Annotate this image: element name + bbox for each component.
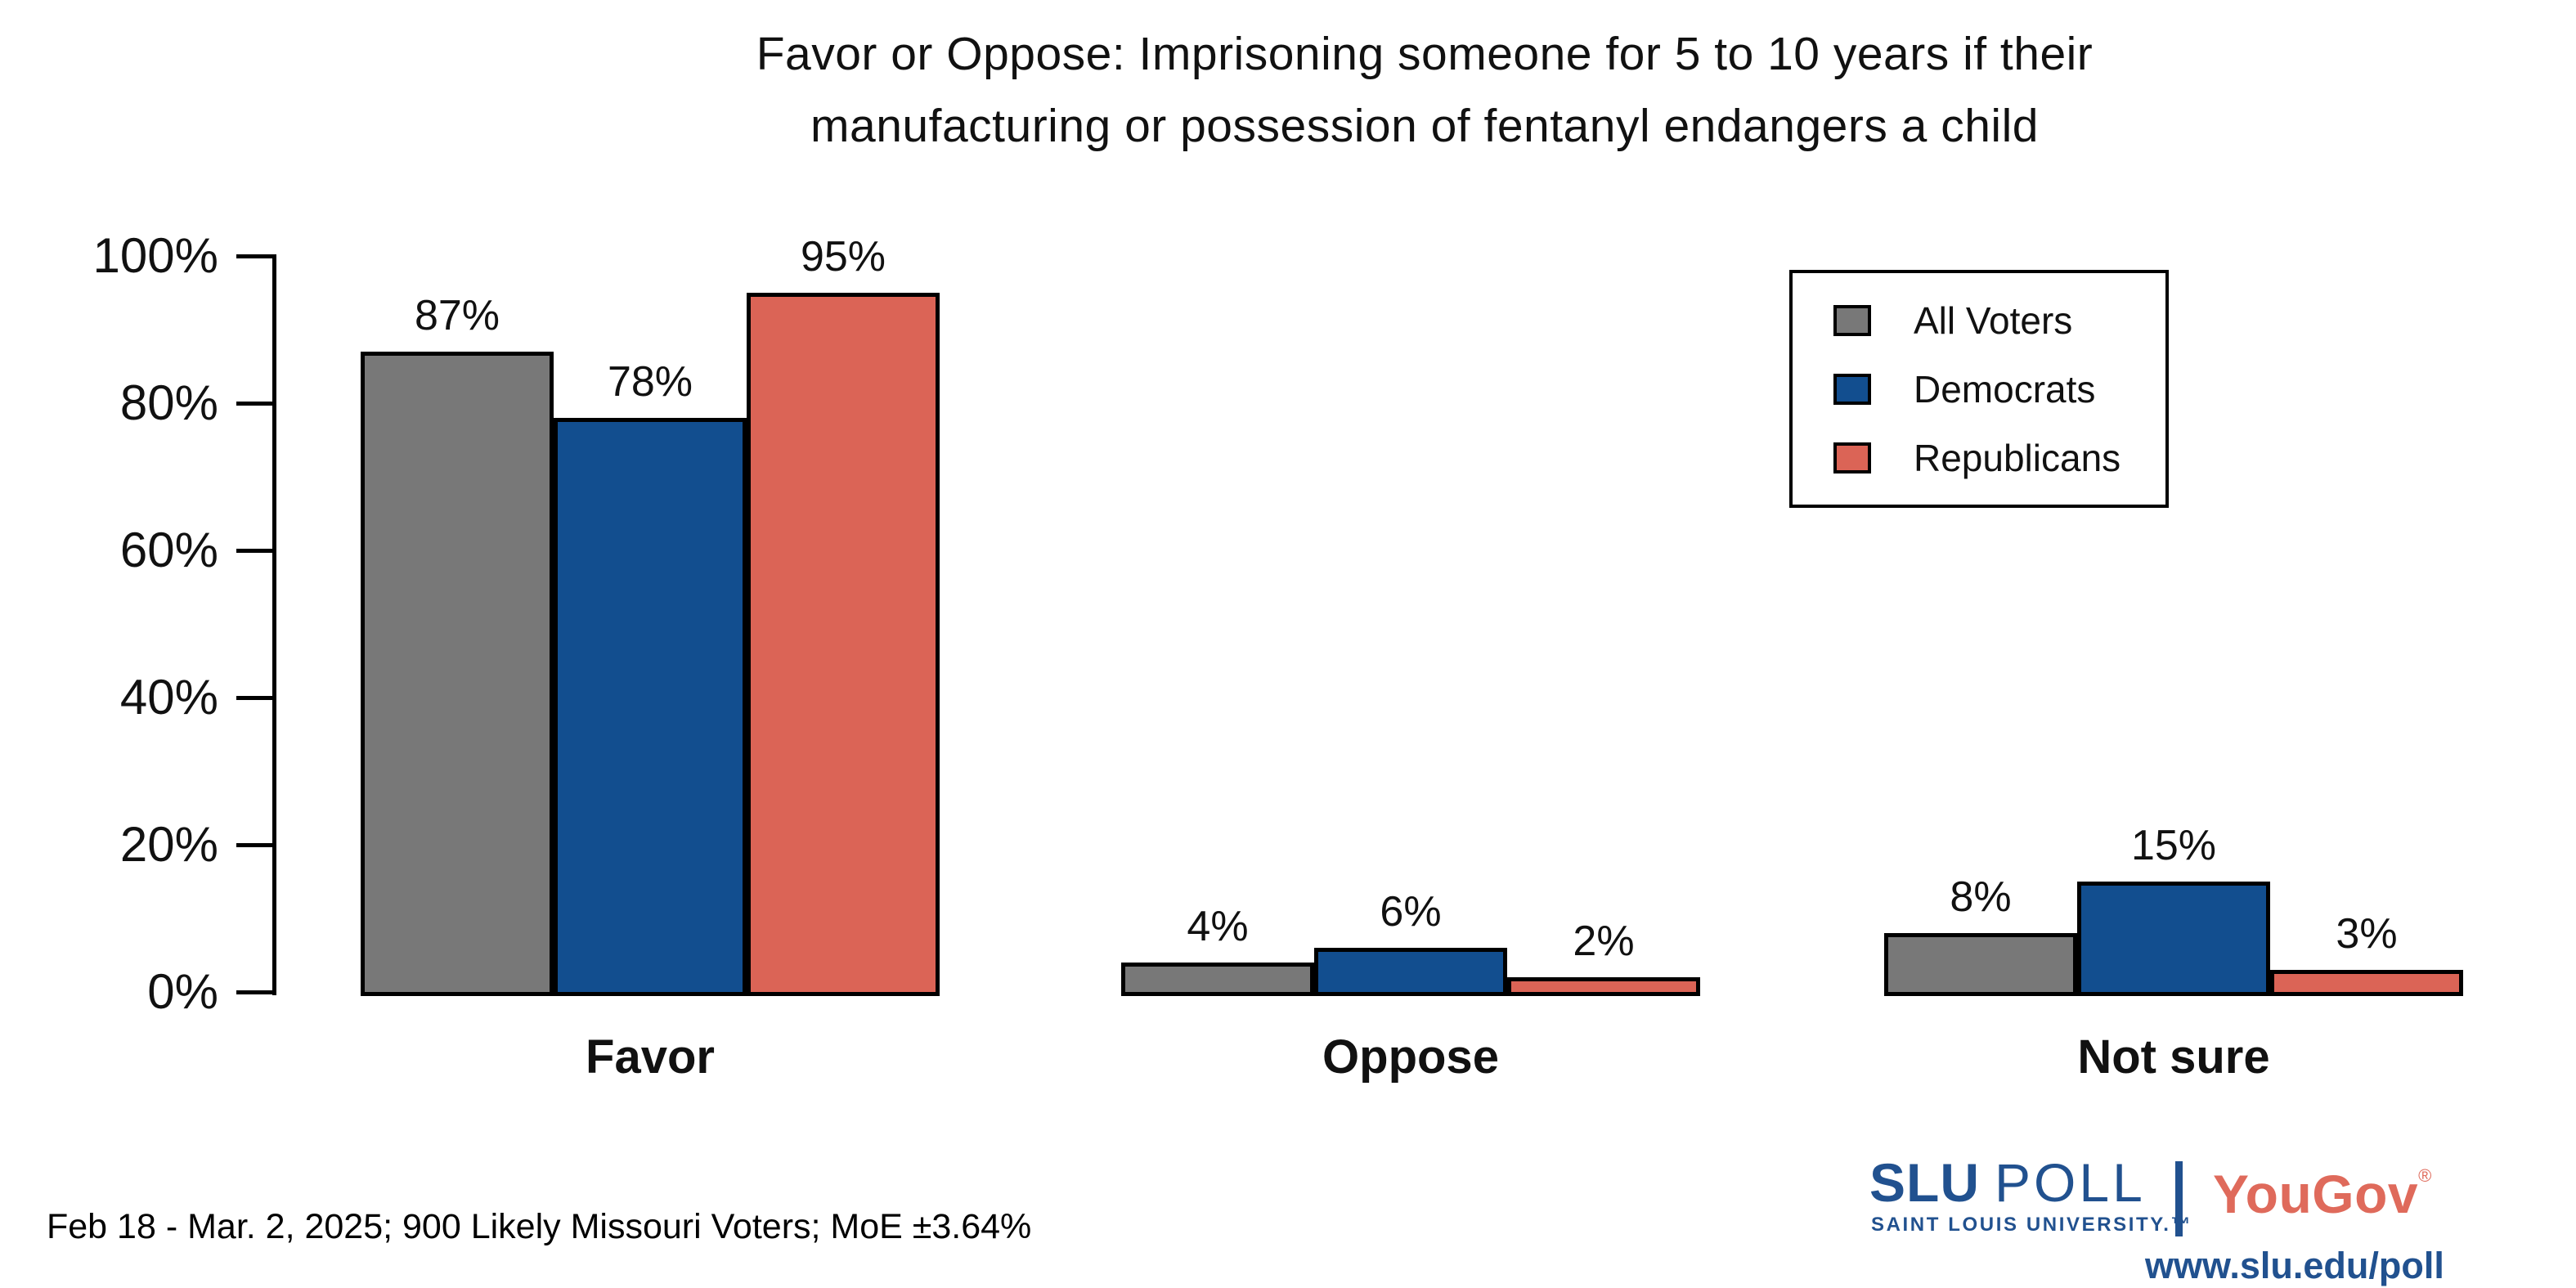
bar-not-sure-all-voters xyxy=(1884,933,2077,996)
y-tick-40 xyxy=(236,696,274,700)
chart-title-line1: Favor or Oppose: Imprisoning someone for… xyxy=(756,28,2094,80)
logo-divider-bar xyxy=(2175,1161,2183,1236)
value-label-oppose-republicans: 2% xyxy=(1573,918,1635,965)
y-tick-label-20: 20% xyxy=(119,817,218,872)
category-label-not-sure: Not sure xyxy=(2077,1030,2270,1084)
y-tick-label-0: 0% xyxy=(147,964,218,1019)
value-label-oppose-all-voters: 4% xyxy=(1187,903,1249,950)
bar-not-sure-republicans xyxy=(2270,970,2463,996)
legend-swatch-republicans xyxy=(1833,442,1871,473)
value-label-favor-republicans: 95% xyxy=(800,233,886,280)
survey-footnote: Feb 18 - Mar. 2, 2025; 900 Likely Missou… xyxy=(47,1207,1032,1246)
legend-label-democrats: Democrats xyxy=(1914,367,2096,411)
category-label-oppose: Oppose xyxy=(1322,1030,1499,1084)
value-label-favor-democrats: 78% xyxy=(607,358,693,406)
chart-title: Favor or Oppose: Imprisoning someone for… xyxy=(274,18,2575,162)
y-tick-60 xyxy=(236,549,274,553)
legend-label-republicans: Republicans xyxy=(1914,436,2121,479)
bar-oppose-democrats xyxy=(1314,948,1507,996)
legend: All Voters Democrats Republicans xyxy=(1789,270,2169,508)
value-label-not-sure-republicans: 3% xyxy=(2336,910,2398,958)
y-tick-20 xyxy=(236,843,274,847)
value-label-not-sure-all-voters: 8% xyxy=(1950,873,2012,921)
value-label-not-sure-democrats: 15% xyxy=(2130,822,2217,869)
legend-row-democrats: Democrats xyxy=(1833,367,2165,411)
registered-mark: ® xyxy=(2418,1165,2432,1186)
bar-favor-all-voters xyxy=(361,352,554,996)
slu-poll-url: www.slu.edu/poll xyxy=(2145,1245,2444,1286)
yougov-logo-text: YouGov xyxy=(2213,1164,2419,1224)
bar-not-sure-democrats xyxy=(2077,882,2270,996)
legend-row-republicans: Republicans xyxy=(1833,436,2165,480)
bar-oppose-all-voters xyxy=(1121,963,1314,996)
yougov-logo: YouGov® xyxy=(2213,1163,2432,1225)
bar-oppose-republicans xyxy=(1507,977,1700,996)
value-label-oppose-democrats: 6% xyxy=(1380,888,1442,936)
y-tick-label-40: 40% xyxy=(119,670,218,725)
y-tick-100 xyxy=(236,254,274,258)
y-tick-label-80: 80% xyxy=(119,375,218,430)
value-label-favor-all-voters: 87% xyxy=(414,292,500,339)
y-tick-label-60: 60% xyxy=(119,523,218,577)
bar-favor-democrats xyxy=(554,418,747,996)
legend-label-all-voters: All Voters xyxy=(1914,298,2073,342)
bar-favor-republicans xyxy=(747,293,940,996)
slu-poll-logo: SLU POLL xyxy=(1869,1151,2146,1214)
legend-row-all-voters: All Voters xyxy=(1833,298,2165,343)
chart-title-line2: manufacturing or possession of fentanyl … xyxy=(810,100,2039,152)
poll-logo-text: POLL xyxy=(1995,1152,2146,1213)
slu-logo-text: SLU xyxy=(1869,1152,1980,1213)
legend-swatch-democrats xyxy=(1833,373,1871,405)
y-tick-label-100: 100% xyxy=(92,228,218,283)
y-tick-0 xyxy=(236,990,274,994)
legend-swatch-all-voters xyxy=(1833,304,1871,336)
y-tick-80 xyxy=(236,402,274,406)
y-axis-line xyxy=(272,254,276,995)
category-label-favor: Favor xyxy=(586,1030,715,1084)
saint-louis-university-text: SAINT LOUIS UNIVERSITY.™ xyxy=(1871,1214,2193,1236)
